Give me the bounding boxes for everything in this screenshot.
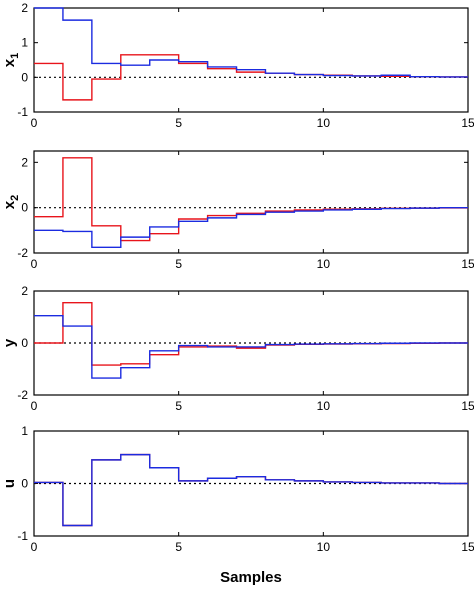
y-tick-label: 1 — [21, 424, 28, 438]
x-tick-label: 10 — [317, 116, 331, 130]
x-axis-label: Samples — [220, 569, 282, 586]
x-tick-label: 0 — [31, 540, 38, 554]
y-tick-label: -2 — [17, 388, 28, 402]
y-axis-label: u — [1, 479, 18, 488]
series-line-red — [34, 157, 468, 242]
x-tick-label: 15 — [461, 257, 474, 271]
x-tick-label: 0 — [31, 399, 38, 413]
x-tick-label: 10 — [317, 540, 331, 554]
x-tick-label: 10 — [317, 399, 331, 413]
y-tick-label: 0 — [21, 477, 28, 491]
y-tick-label: 2 — [21, 284, 28, 298]
x-tick-label: 0 — [31, 116, 38, 130]
x-tick-label: 15 — [461, 116, 474, 130]
series-line-red — [34, 453, 468, 527]
y-tick-label: 0 — [21, 336, 28, 350]
series-line-blue — [34, 453, 468, 527]
y-axis-label: x2 — [1, 195, 21, 209]
x-tick-label: 15 — [461, 399, 474, 413]
x-tick-label: 0 — [31, 257, 38, 271]
y-tick-label: 1 — [21, 36, 28, 50]
y-axis-label: x1 — [1, 53, 21, 67]
y-tick-label: -2 — [17, 246, 28, 260]
x-tick-label: 10 — [317, 257, 331, 271]
series-line-red — [34, 302, 468, 366]
x-tick-label: 15 — [461, 540, 474, 554]
axes-frame — [33, 150, 469, 254]
series-line-blue — [34, 315, 468, 379]
y-tick-label: 0 — [21, 70, 28, 84]
y-tick-label: -1 — [17, 105, 28, 119]
x-tick-label: 5 — [175, 399, 182, 413]
series-line-blue — [34, 206, 468, 249]
y-tick-label: 2 — [21, 155, 28, 169]
y-tick-label: -1 — [17, 529, 28, 543]
axes-frame — [33, 7, 469, 113]
x-tick-label: 5 — [175, 257, 182, 271]
y-tick-label: 0 — [21, 201, 28, 215]
x-tick-label: 5 — [175, 116, 182, 130]
x-tick-label: 5 — [175, 540, 182, 554]
y-axis-label: y — [1, 338, 18, 347]
y-tick-label: 2 — [21, 1, 28, 15]
series-line-blue — [34, 7, 468, 78]
